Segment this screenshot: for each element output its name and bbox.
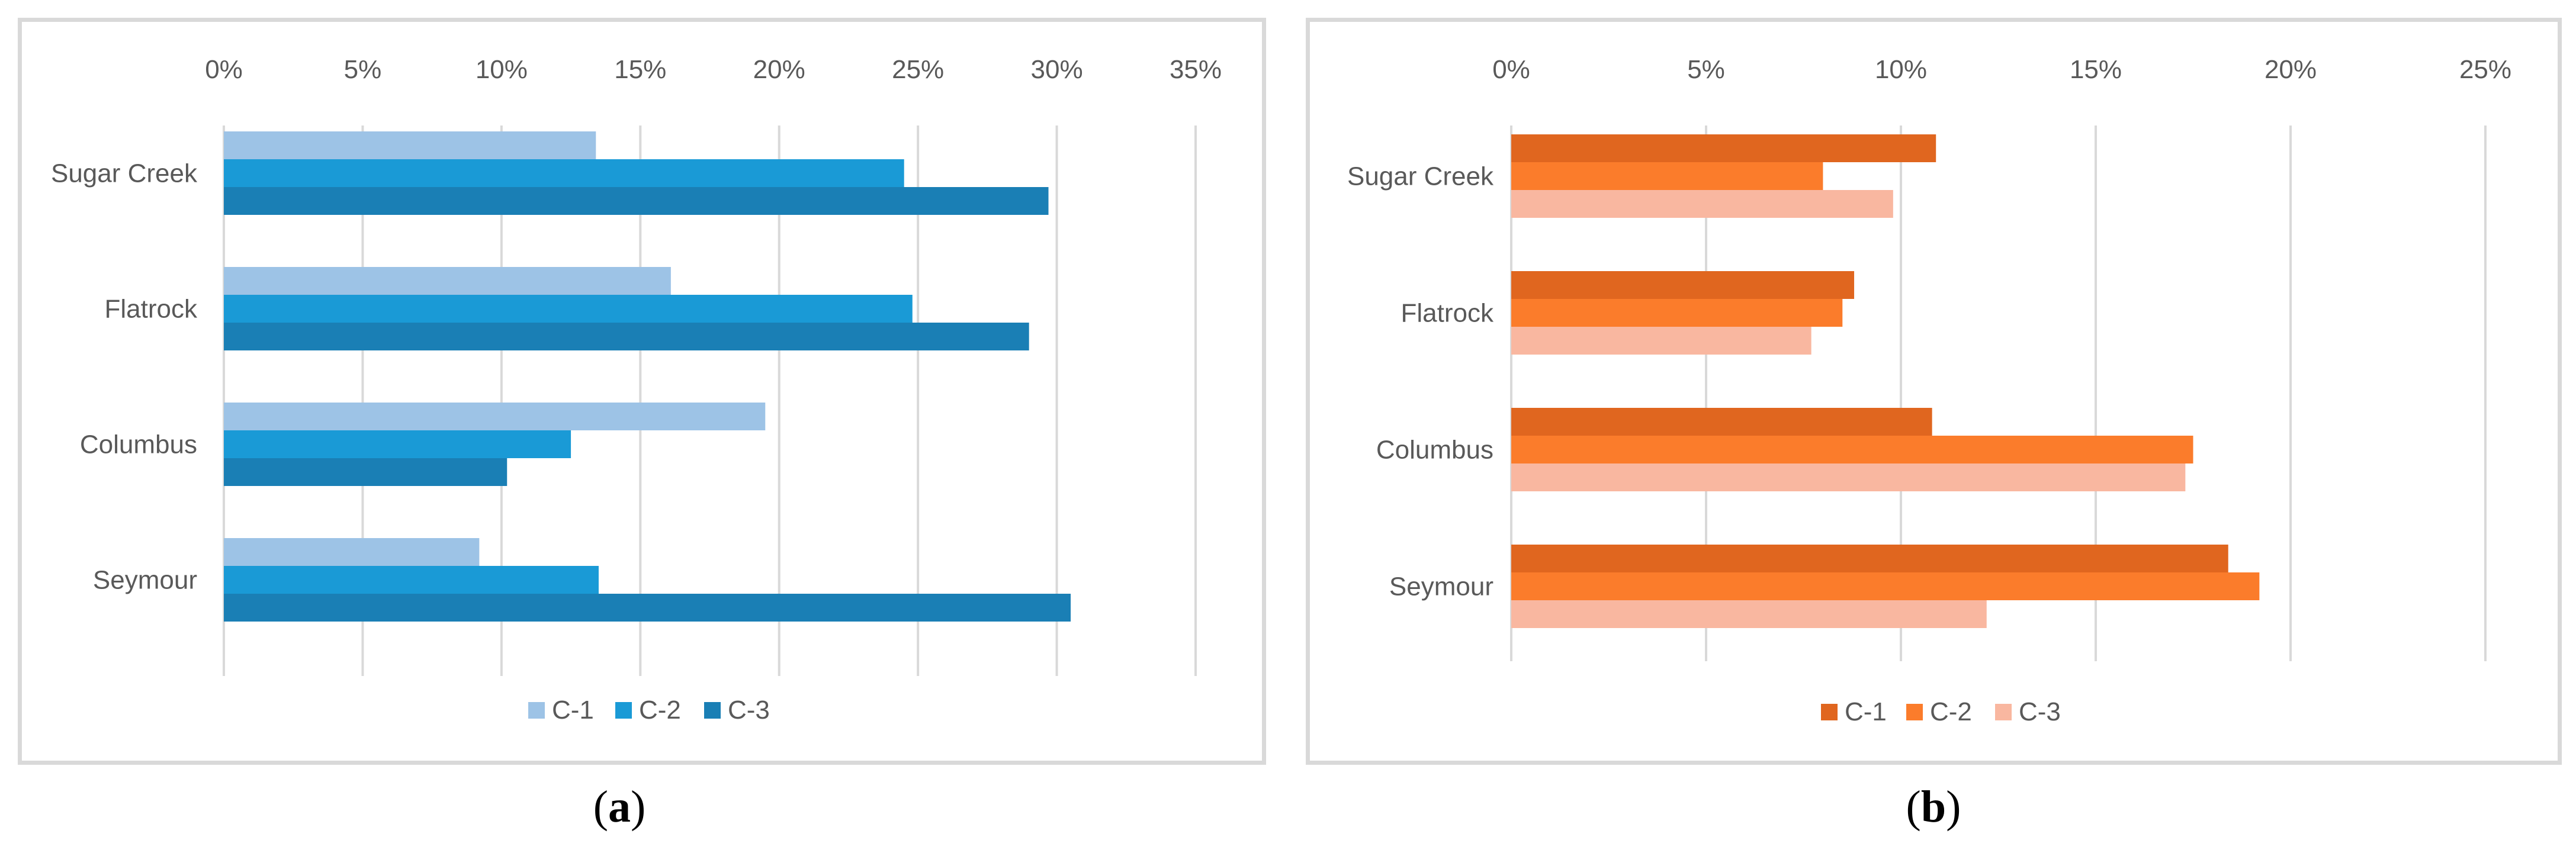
bar-c-2 (1511, 299, 1843, 327)
legend-swatch (1906, 704, 1923, 720)
legend-swatch (528, 702, 545, 719)
category-label: Sugar Creek (1347, 162, 1494, 191)
x-tick-label: 20% (753, 55, 805, 84)
bar-c-2 (1511, 436, 2193, 463)
bar-c-3 (224, 187, 1049, 215)
x-tick-label: 0% (1492, 55, 1530, 84)
bar-c-3 (224, 594, 1071, 622)
legend-swatch (704, 702, 721, 719)
bar-c-2 (224, 430, 571, 458)
x-tick-label: 5% (344, 55, 382, 84)
x-tick-label: 25% (2459, 55, 2511, 84)
legend-label: C-1 (552, 696, 594, 725)
legend-label: C-2 (1930, 697, 1972, 726)
x-tick-label: 25% (892, 55, 944, 84)
chart-panel-a: 0% 5% 10% 15% 20% 25% 30% 35% Sugar Creek Flatroc… (18, 18, 1266, 765)
category-label: Flatrock (105, 295, 198, 324)
legend-label: C-1 (1845, 697, 1887, 726)
bar-c-1 (224, 267, 671, 295)
bar-c-3 (1511, 190, 1893, 218)
bar-c-1 (224, 538, 480, 566)
bar-c-1 (224, 403, 766, 430)
bar-c-2 (1511, 162, 1823, 190)
bar-c-2 (224, 566, 599, 594)
bar-c-2 (1511, 572, 2260, 600)
x-tick-label: 20% (2265, 55, 2317, 84)
chart-panel-b: 0% 5% 10% 15% 20% 25% Sugar Creek Flatrock Colum… (1306, 18, 2562, 765)
caption-b: (b) (1906, 782, 1961, 832)
bar-c-1 (224, 131, 596, 159)
chart-b-svg: 0% 5% 10% 15% 20% 25% Sugar Creek Flatrock Colum… (1347, 55, 2511, 726)
bar-c-1 (1511, 271, 1855, 299)
chart-a-svg: 0% 5% 10% 15% 20% 25% 30% 35% Sugar Creek Flatroc… (51, 55, 1222, 725)
bar-c-1 (1511, 134, 1936, 162)
bar-c-2 (224, 159, 904, 187)
bar-c-3 (224, 323, 1029, 350)
bar-c-2 (224, 295, 913, 323)
category-label: Sugar Creek (51, 159, 198, 188)
category-label: Columbus (1376, 436, 1493, 465)
x-tick-label: 30% (1031, 55, 1083, 84)
x-tick-label: 15% (614, 55, 666, 84)
bar-c-1 (1511, 545, 2228, 572)
bar-c-3 (1511, 327, 1811, 355)
bar-c-3 (1511, 463, 2186, 491)
legend-swatch (615, 702, 632, 719)
legend-label: C-3 (728, 696, 770, 725)
caption-a-letter: a (608, 782, 631, 832)
category-label: Flatrock (1401, 299, 1494, 328)
caption-b-letter: b (1920, 782, 1947, 832)
x-tick-label: 10% (1875, 55, 1927, 84)
legend-label: C-3 (2019, 697, 2061, 726)
legend-label: C-2 (639, 696, 681, 725)
category-label: Seymour (93, 566, 197, 595)
x-tick-label: 15% (2070, 55, 2122, 84)
caption-a: (a) (593, 782, 646, 832)
bar-c-3 (1511, 600, 1987, 628)
x-tick-label: 35% (1170, 55, 1222, 84)
category-label: Seymour (1389, 572, 1493, 601)
legend-swatch (1995, 704, 2012, 720)
x-tick-label: 0% (205, 55, 243, 84)
legend-swatch (1821, 704, 1838, 720)
category-label: Columbus (80, 430, 197, 459)
x-tick-label: 10% (476, 55, 528, 84)
bar-c-3 (224, 458, 508, 486)
bar-c-1 (1511, 408, 1932, 436)
x-tick-label: 5% (1687, 55, 1725, 84)
